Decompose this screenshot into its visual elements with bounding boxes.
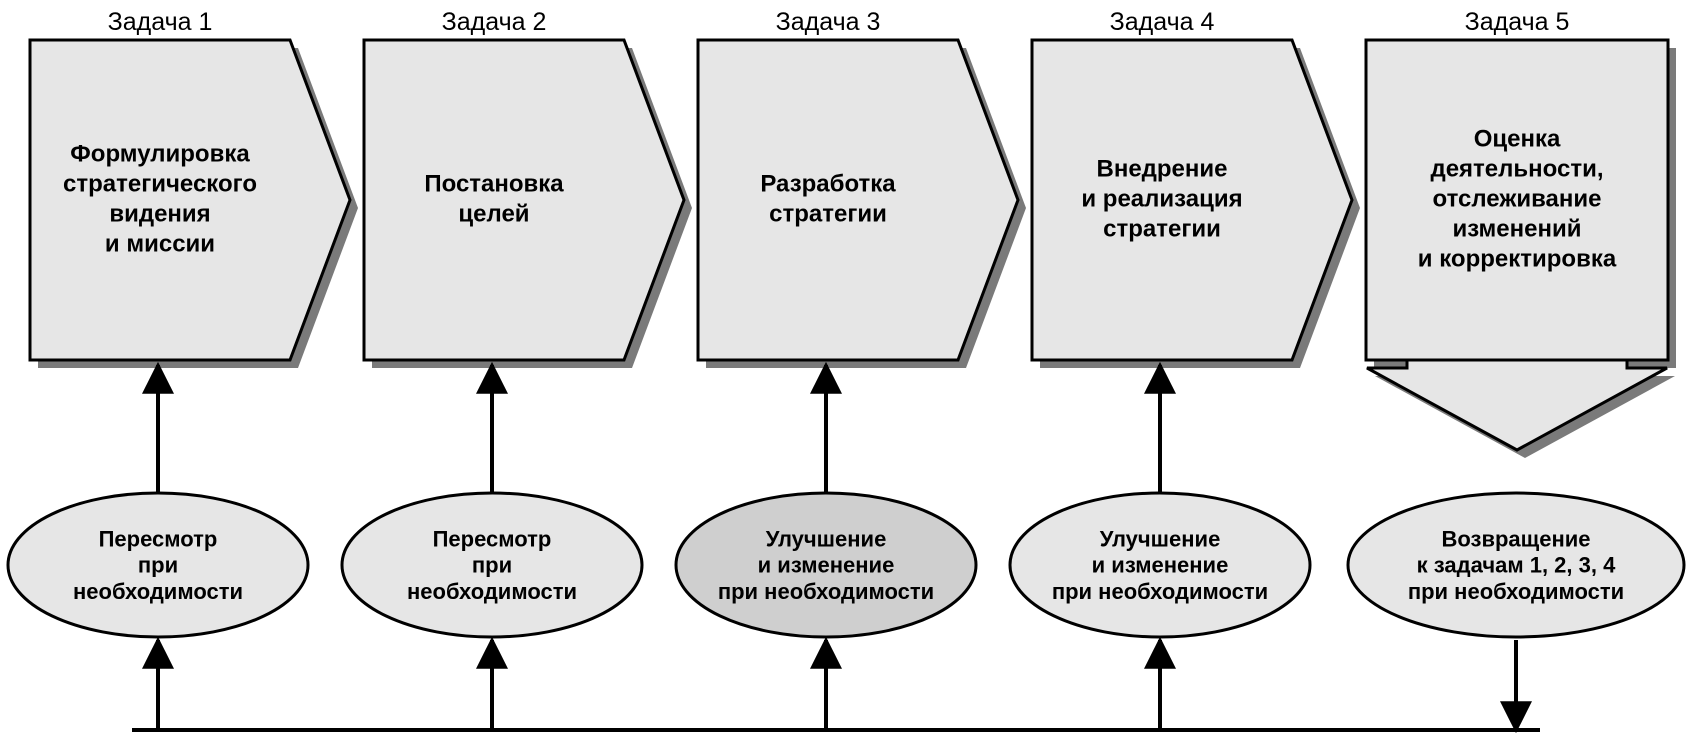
svg-text:при необходимости: при необходимости [1052,579,1268,604]
svg-text:Оценка: Оценка [1474,126,1561,153]
task-header-5: Задача 5 [1465,8,1570,36]
svg-text:и миссии: и миссии [105,231,215,258]
svg-text:необходимости: необходимости [73,579,243,604]
svg-text:деятельности,: деятельности, [1430,156,1603,183]
svg-text:при: при [472,553,512,578]
feedback-ellipse-4: Улучшениеи изменениепри необходимости [1010,365,1310,637]
feedback-bus [132,640,1540,730]
svg-text:отслеживание: отслеживание [1433,186,1602,213]
svg-text:и реализация: и реализация [1081,186,1242,213]
task-box-3: Задача 3 Разработка стратегии [698,8,1026,368]
task-box-1: Задача 1 Формулировка стратегического виден… [30,8,358,368]
svg-text:Пересмотр: Пересмотр [433,526,552,551]
task-box-4: Задача 4 Внедрение и реализация стратегии [1032,8,1360,368]
svg-text:Улучшение: Улучшение [1100,526,1221,551]
svg-text:и изменение: и изменение [1092,553,1229,578]
task-header-4: Задача 4 [1110,8,1215,36]
svg-text:Пересмотр: Пересмотр [99,526,218,551]
svg-text:Возвращение: Возвращение [1441,526,1590,551]
feedback-ellipse-5: Возвращениек задачам 1, 2, 3, 4при необх… [1348,493,1684,637]
svg-text:целей: целей [458,201,529,228]
svg-text:к задачам 1, 2, 3, 4: к задачам 1, 2, 3, 4 [1417,553,1616,578]
svg-text:Формулировка: Формулировка [70,141,250,168]
svg-text:при необходимости: при необходимости [1408,579,1624,604]
feedback-ellipse-1: Пересмотрпринеобходимости [8,365,308,637]
feedback-ellipse-3: Улучшениеи изменениепри необходимости [676,365,976,637]
svg-text:и изменение: и изменение [758,553,895,578]
svg-text:при: при [138,553,178,578]
task-header-3: Задача 3 [776,8,881,36]
task-box-5: Задача 5 Оценка деятельности, отслеживание и… [1366,8,1676,458]
svg-text:Разработка: Разработка [760,171,896,198]
strategy-flowchart: Задача 1 Формулировка стратегического виден… [0,0,1686,756]
svg-text:Внедрение: Внедрение [1096,156,1227,183]
task-box-2: Задача 2 Постановка целей [364,8,692,368]
svg-text:при необходимости: при необходимости [718,579,934,604]
svg-text:изменений: изменений [1452,216,1581,243]
svg-text:необходимости: необходимости [407,579,577,604]
svg-text:и корректировка: и корректировка [1418,246,1617,273]
svg-text:видения: видения [109,201,210,228]
svg-text:стратегии: стратегии [769,201,887,228]
svg-text:стратегии: стратегии [1103,216,1221,243]
task-header-1: Задача 1 [108,8,213,36]
svg-text:Улучшение: Улучшение [766,526,887,551]
svg-text:Постановка: Постановка [424,171,564,198]
svg-text:стратегического: стратегического [63,171,257,198]
feedback-ellipse-2: Пересмотрпринеобходимости [342,365,642,637]
task-header-2: Задача 2 [442,8,547,36]
